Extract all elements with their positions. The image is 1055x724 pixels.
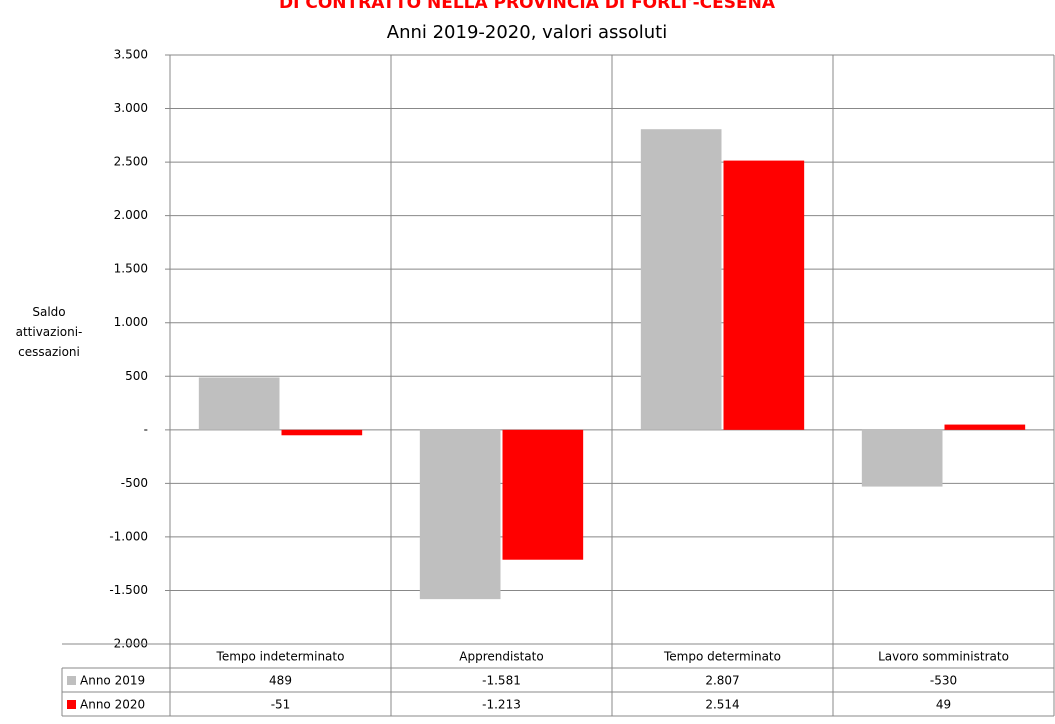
bar [944,424,1026,430]
legend-label: Anno 2019 [80,674,145,688]
bar [198,377,280,430]
x-tick-label: Tempo determinato [663,650,781,664]
table-value: -51 [271,698,291,712]
table-value: 2.807 [705,674,739,688]
y-tick-label: - [144,422,148,436]
chart-subtitle: Anni 2019-2020, valori assoluti [387,22,668,43]
table-value: 489 [269,674,292,688]
bar [281,429,363,436]
y-tick-label: 500 [125,369,148,383]
y-tick-label: 2.000 [114,208,148,222]
table-value: 49 [936,698,951,712]
chart-title: DI CONTRATTO NELLA PROVINCIA DI FORLI'-C… [279,0,776,13]
bar [419,429,501,600]
x-tick-label: Lavoro somministrato [878,650,1009,664]
legend-swatch [67,700,76,709]
y-tick-label: 3.500 [114,48,148,62]
table-value: -530 [930,674,957,688]
y-axis-label: Saldo attivazioni-cessazioni [15,305,83,359]
y-tick-label: 2.500 [114,155,148,169]
legend-swatch [67,676,76,685]
bar [723,160,805,430]
bar [640,129,722,430]
bar [861,429,943,487]
legend-label: Anno 2020 [80,698,145,712]
y-tick-label: 1.000 [114,315,148,329]
y-tick-label: 3.000 [114,101,148,115]
x-tick-label: Tempo indeterminato [216,650,345,664]
bar [502,429,584,560]
y-tick-label: -1.500 [109,583,148,597]
table-value: 2.514 [705,698,739,712]
y-tick-label: -500 [121,476,148,490]
y-tick-label: -1.000 [109,529,148,543]
y-tick-label: 1.500 [114,262,148,276]
table-value: -1.213 [482,698,521,712]
x-tick-label: Apprendistato [459,650,543,664]
table-value: -1.581 [482,674,521,688]
